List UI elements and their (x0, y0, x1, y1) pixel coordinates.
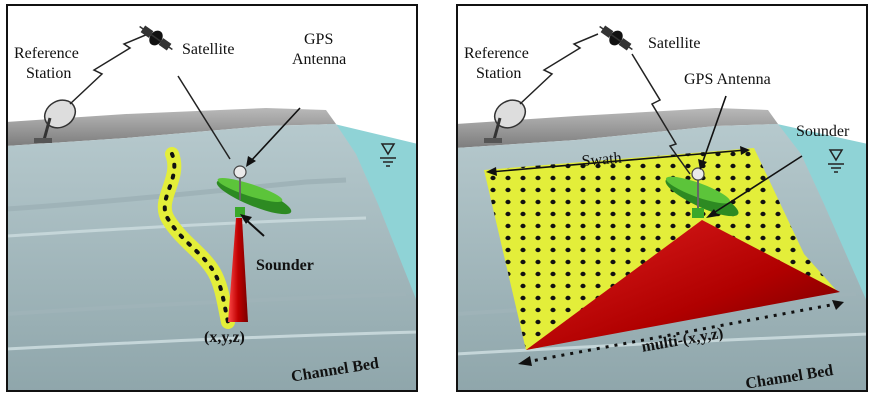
satellite-label: Satellite (182, 41, 234, 58)
survey-points (162, 152, 230, 324)
gps-antenna-icon (691, 167, 705, 181)
gps-antenna-arrow (701, 95, 727, 165)
multi-points-arrow (525, 302, 837, 364)
reference-station-label: Station (26, 65, 71, 82)
gps-antenna-label: GPS (304, 31, 333, 48)
bank-top (456, 108, 778, 148)
reference-station-dish-icon (484, 99, 527, 143)
multi-beam-diagram: Reference Station Satellite GPS Antenna … (456, 4, 868, 392)
satellite-signal-line (631, 53, 691, 175)
satellite-icon (139, 25, 173, 51)
bed-ridge (6, 292, 407, 316)
gps-antenna-icon (233, 165, 247, 179)
bed-ridge (456, 332, 868, 356)
water (326, 122, 418, 304)
gps-antenna-label: Antenna (292, 51, 346, 68)
sounder-label: Sounder (256, 257, 314, 274)
reference-station-label: Reference (464, 45, 529, 62)
reference-station-label: Reference (14, 45, 79, 62)
satellite-icon (599, 25, 633, 51)
point-label: (x,y,z) (204, 329, 245, 346)
satellite-label: Satellite (648, 35, 700, 52)
swath-label: Swath (581, 150, 622, 170)
bed-ridge (6, 177, 347, 212)
sounder-arrow (711, 155, 803, 215)
reference-station-label: Station (476, 65, 521, 82)
single-beam-panel: Reference Station Satellite GPS Antenna … (6, 4, 418, 392)
single-beam-diagram: Reference Station Satellite GPS Antenna … (6, 4, 418, 392)
panel-border (6, 4, 418, 392)
multibeam-fan (526, 220, 840, 350)
water-level-icon (380, 143, 396, 167)
multi-beam-panel: Reference Station Satellite GPS Antenna … (456, 4, 868, 392)
sounder-label: Sounder (796, 123, 850, 140)
water-level-icon (828, 149, 844, 173)
bed-ridge (6, 330, 418, 351)
gps-antenna-arrow (249, 107, 301, 163)
radio-link (519, 33, 599, 105)
panel-border (456, 4, 868, 392)
radio-link (69, 33, 149, 105)
bank-top (6, 108, 336, 146)
gps-antenna-label: GPS Antenna (684, 71, 771, 88)
sounder-beam (228, 218, 248, 322)
satellite-signal-line (177, 75, 231, 160)
swath-arrow (489, 149, 747, 173)
reference-station-dish-icon (34, 99, 77, 143)
water (768, 122, 868, 304)
